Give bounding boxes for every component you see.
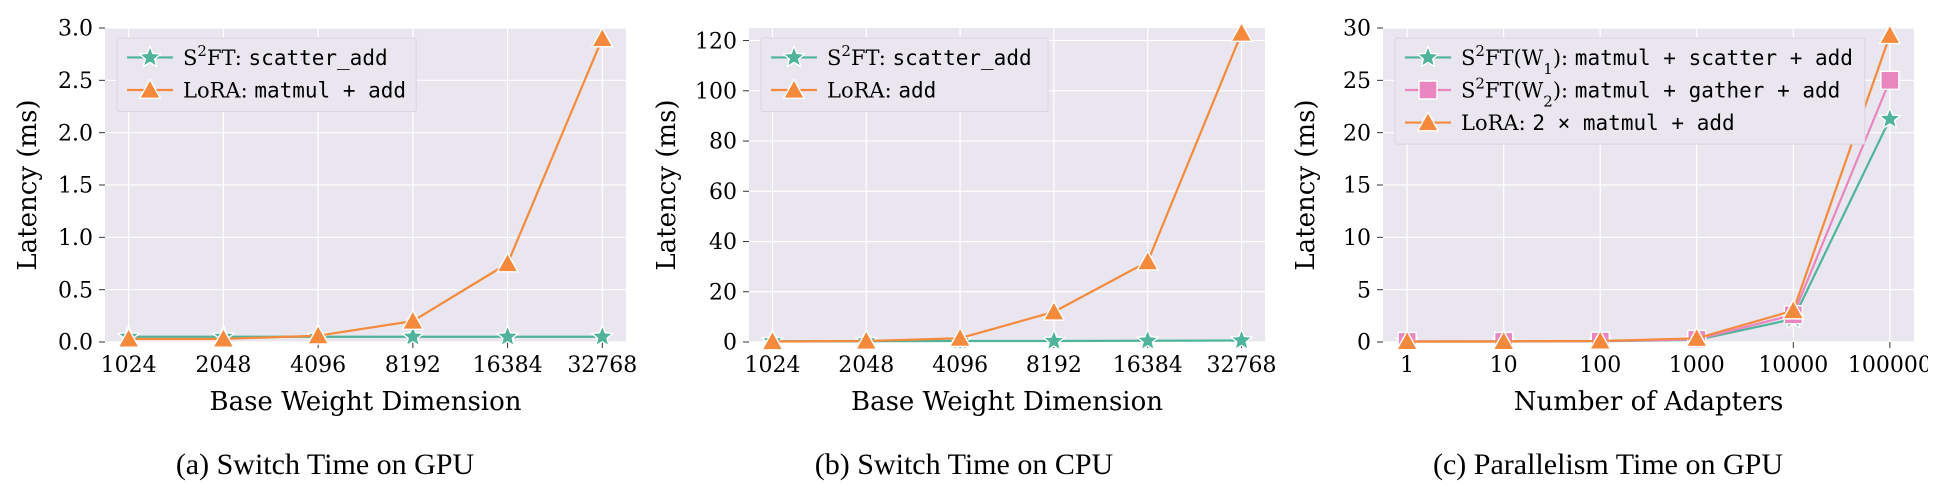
svg-text:Latency (ms): Latency (ms) <box>1291 99 1321 270</box>
svg-text:5: 5 <box>1357 278 1371 303</box>
svg-text:40: 40 <box>709 230 737 255</box>
figure-row: 1024 2048 4096 8192 16384 32768 0.0 0.5 1.0 1.5 2.… <box>0 0 1938 502</box>
svg-text:LoRA: add: LoRA: add <box>827 78 936 102</box>
svg-text:8192: 8192 <box>1026 353 1082 378</box>
panel-b: 1024 2048 4096 8192 16384 32768 0 20 40 60 80 100 12… <box>649 10 1279 482</box>
panel-c-plot-wrap: 1 10 100 1000 10000 100000 0 5 10 15 20 25 30 Number … <box>1288 10 1928 430</box>
svg-text:100000: 100000 <box>1848 353 1928 378</box>
svg-text:8192: 8192 <box>385 353 441 378</box>
svg-text:10: 10 <box>1490 353 1518 378</box>
svg-text:Latency (ms): Latency (ms) <box>652 99 682 270</box>
svg-text:S2FT: scatter_add: S2FT: scatter_add <box>827 42 1032 70</box>
svg-text:16384: 16384 <box>1113 353 1183 378</box>
svg-text:0.0: 0.0 <box>58 331 93 356</box>
svg-text:60: 60 <box>709 180 737 205</box>
svg-text:Number of Adapters: Number of Adapters <box>1514 387 1784 417</box>
svg-text:80: 80 <box>709 130 737 155</box>
svg-text:LoRA: 2 × matmul + add: LoRA: 2 × matmul + add <box>1461 111 1735 135</box>
svg-text:10000: 10000 <box>1758 353 1828 378</box>
svg-text:Latency (ms): Latency (ms) <box>13 99 43 270</box>
svg-text:0.5: 0.5 <box>58 278 93 303</box>
panel-b-caption: (b) Switch Time on CPU <box>815 448 1113 482</box>
panel-c: 1 10 100 1000 10000 100000 0 5 10 15 20 25 30 Number … <box>1288 10 1928 482</box>
svg-text:16384: 16384 <box>473 353 543 378</box>
svg-text:0: 0 <box>1357 331 1371 356</box>
svg-text:4096: 4096 <box>932 353 988 378</box>
svg-text:2.5: 2.5 <box>58 69 93 94</box>
svg-text:2048: 2048 <box>195 353 251 378</box>
svg-text:0: 0 <box>723 331 737 356</box>
svg-text:100: 100 <box>695 80 737 105</box>
panel-a-svg: 1024 2048 4096 8192 16384 32768 0.0 0.5 1.0 1.5 2.… <box>10 10 640 430</box>
svg-text:1024: 1024 <box>744 353 800 378</box>
svg-text:S2FT: scatter_add: S2FT: scatter_add <box>183 42 388 70</box>
svg-text:32768: 32768 <box>567 353 637 378</box>
panel-c-svg: 1 10 100 1000 10000 100000 0 5 10 15 20 25 30 Number … <box>1288 10 1928 430</box>
svg-text:LoRA: matmul + add: LoRA: matmul + add <box>183 78 406 102</box>
svg-text:3.0: 3.0 <box>58 17 93 42</box>
svg-text:10: 10 <box>1343 226 1371 251</box>
svg-text:1024: 1024 <box>101 353 157 378</box>
panel-a-caption: (a) Switch Time on GPU <box>176 448 474 482</box>
svg-text:1000: 1000 <box>1669 353 1725 378</box>
svg-text:4096: 4096 <box>290 353 346 378</box>
svg-text:32768: 32768 <box>1207 353 1277 378</box>
panel-b-svg: 1024 2048 4096 8192 16384 32768 0 20 40 60 80 100 12… <box>649 10 1279 430</box>
svg-text:25: 25 <box>1343 69 1371 94</box>
svg-text:2.0: 2.0 <box>58 121 93 146</box>
svg-text:100: 100 <box>1579 353 1621 378</box>
svg-text:120: 120 <box>695 29 737 54</box>
panel-a: 1024 2048 4096 8192 16384 32768 0.0 0.5 1.0 1.5 2.… <box>10 10 640 482</box>
svg-text:20: 20 <box>709 280 737 305</box>
svg-text:30: 30 <box>1343 17 1371 42</box>
panel-b-plot-wrap: 1024 2048 4096 8192 16384 32768 0 20 40 60 80 100 12… <box>649 10 1279 430</box>
svg-text:Base Weight Dimension: Base Weight Dimension <box>209 387 521 417</box>
svg-text:Base Weight Dimension: Base Weight Dimension <box>851 387 1163 417</box>
svg-text:2048: 2048 <box>838 353 894 378</box>
svg-text:15: 15 <box>1343 174 1371 199</box>
svg-text:1: 1 <box>1400 353 1414 378</box>
svg-text:1.0: 1.0 <box>58 226 93 251</box>
panel-a-plot-wrap: 1024 2048 4096 8192 16384 32768 0.0 0.5 1.0 1.5 2.… <box>10 10 640 430</box>
panel-c-caption: (c) Parallelism Time on GPU <box>1433 448 1783 482</box>
svg-text:20: 20 <box>1343 121 1371 146</box>
svg-text:1.5: 1.5 <box>58 174 93 199</box>
